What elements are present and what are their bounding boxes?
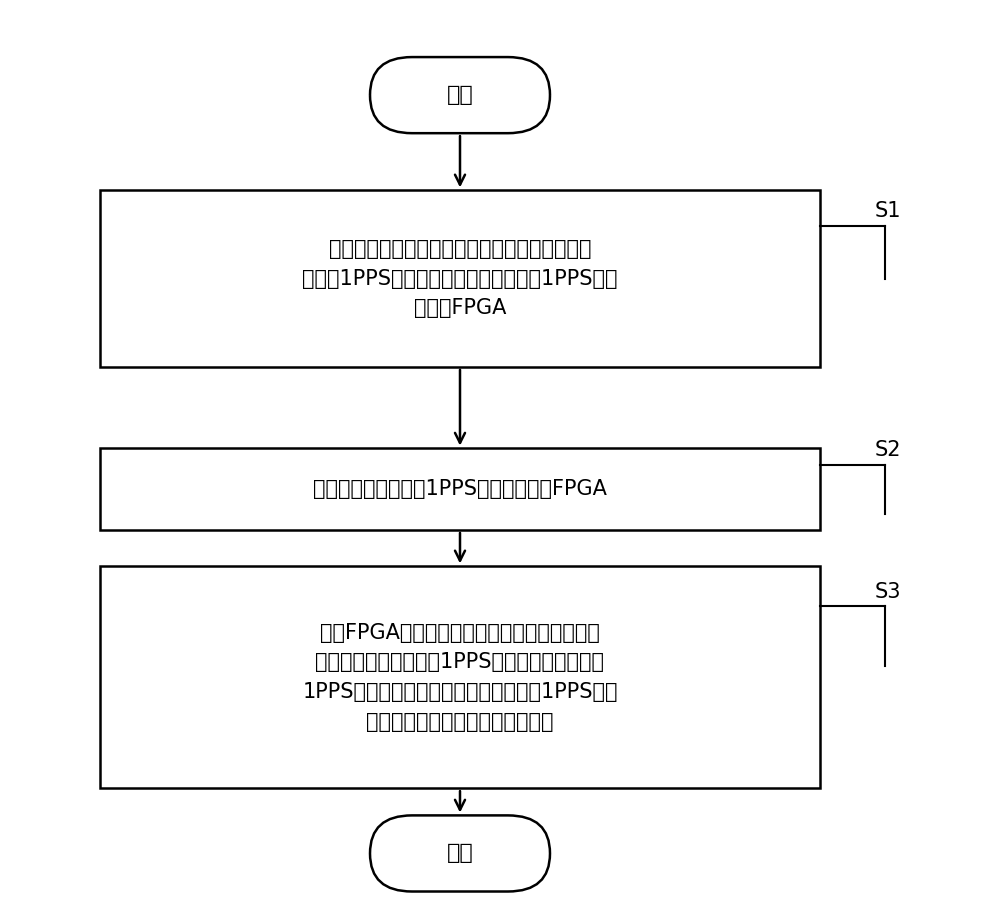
FancyBboxPatch shape bbox=[370, 57, 550, 133]
Text: S2: S2 bbox=[875, 440, 902, 460]
Text: 通过原子钟生成本地1PPS信号并发送给FPGA: 通过原子钟生成本地1PPS信号并发送给FPGA bbox=[313, 479, 607, 499]
Text: 结束: 结束 bbox=[447, 843, 473, 863]
Text: 通过FPGA运行基于时延控制的自主守时片上子
系统，根据卫星发送的1PPS信号补偿和校正本地
1PPS信号，并调整时间标志信号，得到1PPS同步
输出信号和事件: 通过FPGA运行基于时延控制的自主守时片上子 系统，根据卫星发送的1PPS信号补… bbox=[302, 622, 618, 732]
FancyBboxPatch shape bbox=[370, 815, 550, 892]
Text: 通过卫星信号接收模块接收卫星发送的时间标识
信号和1PPS信号，并将时间标识信号和1PPS信号
转递给FPGA: 通过卫星信号接收模块接收卫星发送的时间标识 信号和1PPS信号，并将时间标识信号… bbox=[302, 239, 618, 318]
Text: S3: S3 bbox=[875, 582, 902, 602]
Text: 开始: 开始 bbox=[447, 85, 473, 105]
Bar bbox=[100, 566, 820, 788]
Bar bbox=[100, 448, 820, 530]
Text: S1: S1 bbox=[875, 201, 902, 221]
Bar bbox=[100, 190, 820, 367]
